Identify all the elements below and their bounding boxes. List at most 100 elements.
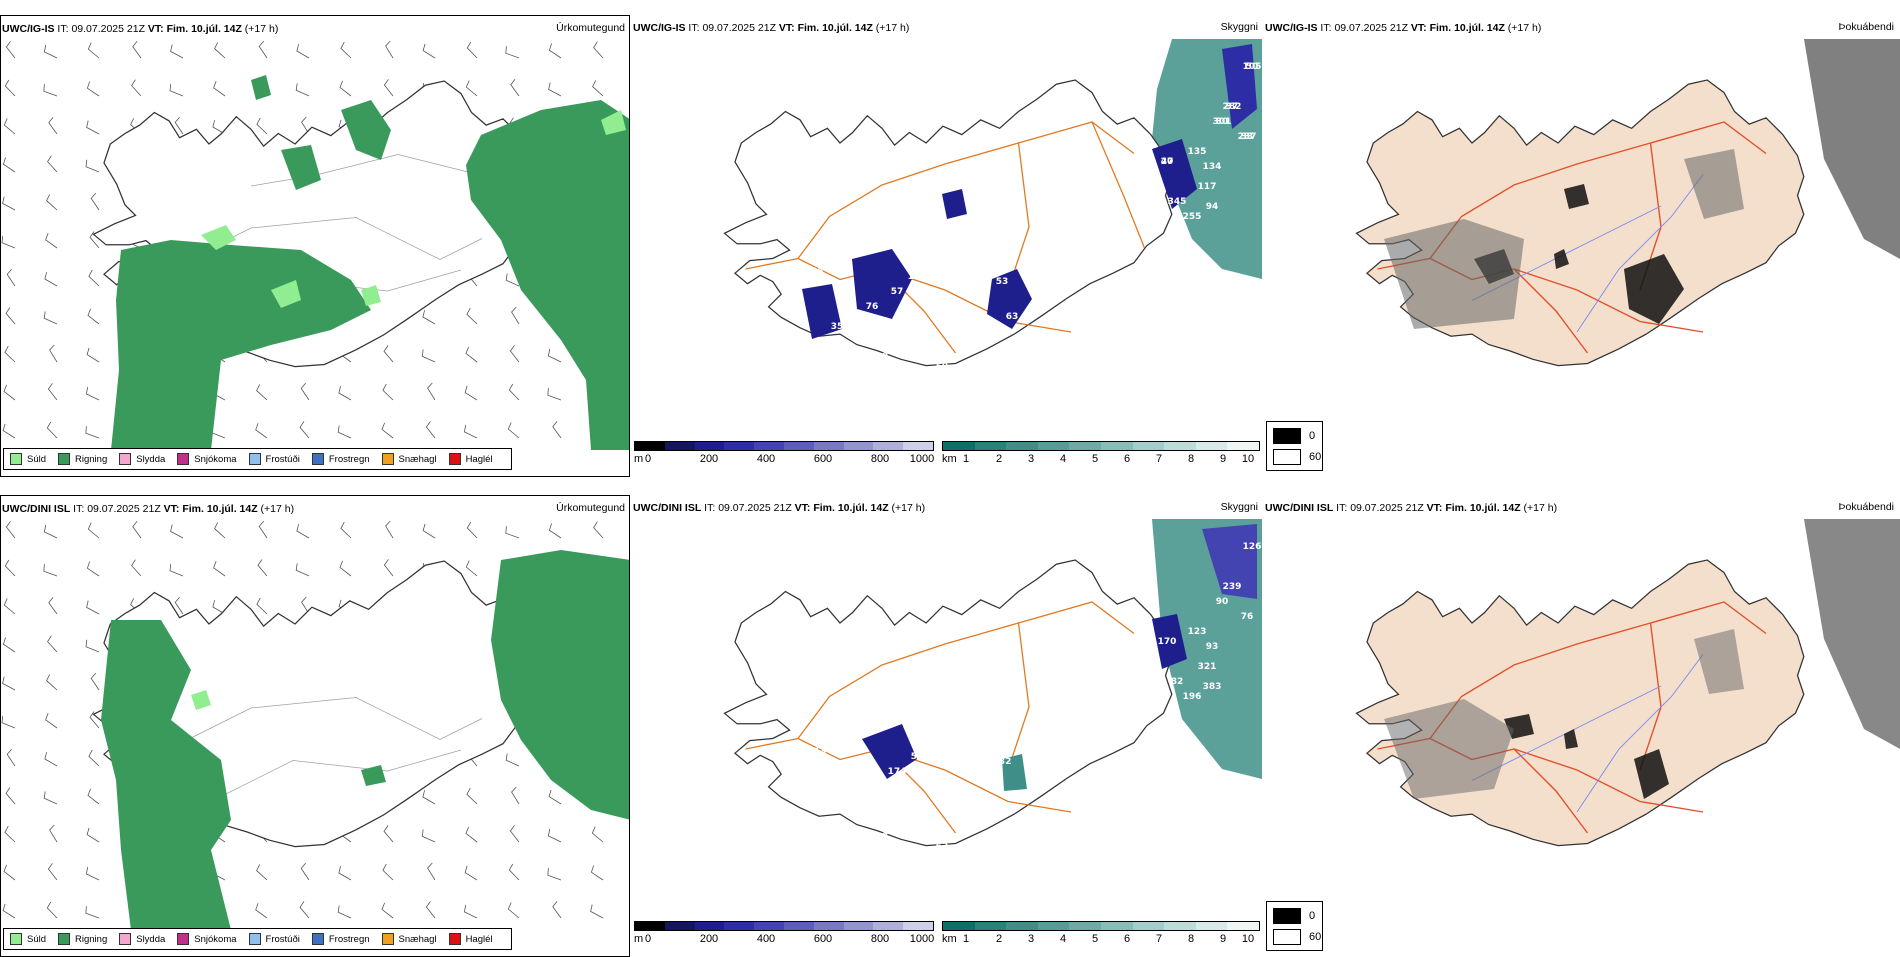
- visibility-value: 124: [848, 172, 867, 182]
- visibility-value: 69: [876, 352, 889, 362]
- wind-barb: [385, 40, 394, 59]
- wind-barb: [465, 80, 478, 97]
- wind-barb: [169, 83, 184, 97]
- precip-type-panel-row1: UWC/IG-IS IT: 09.07.2025 21Z VT: Fim. 10…: [0, 15, 630, 477]
- visibility-value: 59: [911, 752, 924, 762]
- wind-barb: [505, 46, 520, 59]
- wind-barb: [212, 600, 226, 615]
- visibility-value: 105: [1243, 62, 1262, 72]
- wind-barb: [85, 906, 100, 919]
- fog-index-map: [1355, 519, 1900, 847]
- wind-barb: [170, 44, 184, 59]
- visibility-value: 132: [993, 757, 1012, 767]
- wind-barb: [131, 79, 142, 97]
- wind-barb: [169, 563, 184, 577]
- wind-barb: [85, 386, 100, 401]
- wind-barb: [427, 382, 436, 401]
- wind-barb: [2, 637, 16, 653]
- visibility-value: 38: [841, 372, 854, 382]
- panel-title: Úrkomutegund: [556, 502, 625, 514]
- wind-barb: [511, 306, 520, 325]
- visibility-value: 90: [841, 852, 854, 862]
- legend-item: Rigning: [58, 453, 107, 465]
- wind-barb: [2, 157, 16, 173]
- wind-barb: [590, 904, 604, 919]
- wind-barb: [2, 903, 16, 919]
- visibility-value: 103: [828, 872, 847, 882]
- wind-barb: [381, 422, 394, 439]
- wind-barb: [510, 78, 520, 97]
- wind-barb: [2, 423, 16, 439]
- wind-barb: [382, 863, 394, 881]
- wind-barb: [45, 713, 58, 729]
- wind-barb: [174, 596, 184, 615]
- visibility-value: 282: [1223, 102, 1242, 112]
- cloud-visibility-map: 105 282 301 237 81 40 135 134 117 345 94 255 156 94 12…: [723, 39, 1262, 427]
- visibility-value: 50: [1246, 62, 1259, 72]
- wind-barb: [548, 523, 562, 539]
- wind-barb: [86, 561, 100, 577]
- fog-index-map: [1355, 39, 1900, 367]
- visibility-value: 66: [811, 267, 824, 277]
- wind-barb: [592, 80, 604, 97]
- wind-barb: [340, 521, 352, 539]
- wind-barb: [548, 82, 562, 97]
- precip-type-legend: Súld Rigning Slydda Snjókoma Frostúði Fr…: [3, 928, 512, 950]
- visibility-value: 94: [976, 202, 989, 212]
- wind-barb: [214, 522, 226, 539]
- wind-barb: [463, 424, 478, 439]
- wind-barb: [44, 752, 58, 767]
- wind-barb: [213, 81, 226, 97]
- wind-barb: [466, 787, 478, 805]
- visibility-value: 101: [908, 272, 927, 282]
- visibility-value: 33: [1241, 132, 1254, 142]
- precip-map: [1, 40, 629, 450]
- wind-barb: [258, 520, 268, 539]
- legend-item: Snjókoma: [177, 933, 237, 945]
- visibility-value: 237: [1238, 132, 1257, 142]
- wind-barb: [548, 43, 562, 59]
- wind-barb: [299, 901, 310, 919]
- wind-barb: [86, 120, 100, 135]
- wind-barb: [256, 384, 268, 401]
- wind-barb: [339, 80, 352, 97]
- visibility-value: 61: [946, 387, 959, 397]
- legend-item: Snjókoma: [177, 453, 237, 465]
- visibility-value: 135: [1188, 147, 1207, 157]
- precip-map: [1, 520, 629, 930]
- visibility-value: 156: [1158, 242, 1177, 252]
- visibility-value: 72: [856, 812, 869, 822]
- wind-barb: [593, 41, 604, 59]
- wind-barb: [90, 192, 100, 211]
- visibility-value: 83: [851, 652, 864, 662]
- wind-barb: [505, 526, 520, 539]
- visibility-value: 59: [936, 362, 949, 372]
- wind-barb: [383, 79, 394, 97]
- panel-header: UWC/DINI ISL IT: 09.07.2025 21Z VT: Fim.…: [1265, 502, 1558, 514]
- visibility-value: 6: [929, 417, 935, 427]
- visibility-value: 44: [946, 867, 959, 877]
- visibility-value: 49: [856, 332, 869, 342]
- wind-barb: [464, 385, 478, 401]
- wind-barb: [296, 524, 310, 539]
- wind-barb: [174, 116, 184, 135]
- wind-barb: [87, 788, 100, 805]
- wind-barb: [465, 560, 478, 577]
- legend-item: Slydda: [119, 453, 165, 465]
- wind-barb: [43, 791, 58, 805]
- wind-barb: [3, 864, 16, 881]
- wind-barb: [88, 269, 100, 287]
- legend-item: Haglél: [448, 933, 493, 945]
- wind-barb: [89, 231, 100, 249]
- wind-barb: [4, 345, 16, 363]
- wind-barb: [46, 901, 58, 919]
- visibility-value: 57: [891, 287, 904, 297]
- wind-barb: [6, 268, 16, 287]
- visibility-labels: 105 282 301 237 81 40 135 134 117 345 94 255 156 94 12…: [811, 62, 1262, 427]
- wind-barb: [90, 672, 100, 691]
- wind-barb: [505, 273, 520, 287]
- wind-barb: [383, 825, 394, 843]
- visibility-colorbar: km 1 2 3 4 5 6 7 8 9 10: [942, 921, 1262, 951]
- wind-barb: [257, 559, 268, 577]
